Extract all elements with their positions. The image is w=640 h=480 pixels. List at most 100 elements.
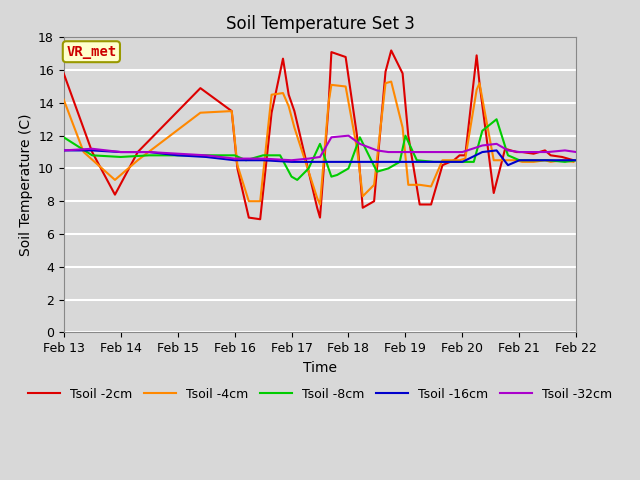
Tsoil -8cm [202,153,210,158]
Tsoil -4cm [547,159,554,165]
Tsoil -2cm [291,108,298,114]
Tsoil -2cm [228,108,236,114]
Tsoil -2cm [501,146,509,152]
Tsoil -32cm [288,157,296,163]
Legend: Tsoil -2cm, Tsoil -4cm, Tsoil -8cm, Tsoil -16cm, Tsoil -32cm: Tsoil -2cm, Tsoil -4cm, Tsoil -8cm, Tsoi… [23,383,617,406]
Tsoil -32cm [373,147,381,153]
Tsoil -32cm [305,156,312,161]
Tsoil -8cm [88,153,96,158]
Tsoil -32cm [117,149,125,155]
Tsoil -2cm [196,85,204,91]
Tsoil -4cm [314,195,321,201]
Tsoil -4cm [530,159,538,165]
Tsoil -16cm [231,157,239,163]
Tsoil -4cm [328,82,335,88]
Tsoil -32cm [344,133,352,139]
Tsoil -2cm [387,48,395,53]
Tsoil -4cm [268,92,275,97]
Tsoil -2cm [342,54,349,60]
Tsoil -4cm [501,157,509,163]
Tsoil -4cm [291,125,298,131]
Tsoil -2cm [285,92,292,97]
Tsoil -8cm [447,159,455,165]
Tsoil -2cm [371,198,378,204]
Tsoil -32cm [385,149,392,155]
Tsoil -16cm [504,162,512,168]
Tsoil -2cm [268,110,275,116]
Tsoil -32cm [493,141,500,147]
Tsoil -16cm [572,157,580,163]
Tsoil -8cm [242,157,250,163]
Tsoil -2cm [416,202,424,207]
Line: Tsoil -32cm: Tsoil -32cm [64,136,576,160]
Tsoil -8cm [527,157,534,163]
Tsoil -16cm [117,149,125,155]
Tsoil -8cm [174,153,182,158]
Tsoil -4cm [196,110,204,116]
Tsoil -4cm [541,157,549,163]
Tsoil -4cm [316,202,324,207]
Tsoil -8cm [356,134,364,140]
Tsoil -4cm [513,157,520,163]
Tsoil -16cm [479,149,486,155]
Tsoil -8cm [276,153,284,158]
Tsoil -8cm [385,166,392,171]
Tsoil -4cm [228,108,236,114]
Tsoil -32cm [88,146,96,152]
Line: Tsoil -8cm: Tsoil -8cm [64,119,576,180]
Tsoil -32cm [328,134,335,140]
Tsoil -8cm [316,141,324,147]
Tsoil -8cm [344,166,352,171]
Tsoil -16cm [561,157,569,163]
Tsoil -32cm [479,143,486,148]
Tsoil -2cm [234,166,241,171]
Tsoil -8cm [458,159,466,165]
Tsoil -4cm [456,157,463,163]
Tsoil -8cm [328,174,335,180]
Line: Tsoil -16cm: Tsoil -16cm [64,150,576,165]
Tsoil -8cm [572,157,580,163]
Tsoil -2cm [438,162,446,168]
Line: Tsoil -2cm: Tsoil -2cm [64,50,573,219]
Tsoil -4cm [381,80,389,86]
Tsoil -2cm [257,216,264,222]
Tsoil -4cm [353,146,361,152]
Tsoil -16cm [373,159,381,165]
Tsoil -8cm [373,169,381,175]
Tsoil -8cm [493,116,500,122]
Tsoil -4cm [558,157,566,163]
Tsoil -8cm [117,154,125,160]
Tsoil -4cm [476,80,483,86]
Tsoil -8cm [145,153,153,158]
Tsoil -2cm [530,151,538,156]
Tsoil -2cm [490,190,497,196]
Tsoil -16cm [458,159,466,165]
Tsoil -2cm [547,153,554,158]
Tsoil -8cm [470,159,477,165]
Tsoil -32cm [458,149,466,155]
Tsoil -2cm [111,192,119,198]
Tsoil -2cm [279,56,287,61]
Tsoil -4cm [428,183,435,189]
Tsoil -4cm [60,97,68,103]
Tsoil -4cm [404,182,412,188]
Tsoil -2cm [324,103,332,109]
Tsoil -2cm [353,133,361,139]
Tsoil -4cm [490,157,497,163]
Tsoil -16cm [493,147,500,153]
Tsoil -32cm [316,154,324,160]
Tsoil -16cm [174,153,182,158]
Tsoil -4cm [473,87,481,93]
Tsoil -2cm [245,215,253,220]
Tsoil -2cm [558,154,566,160]
Tsoil -16cm [401,159,409,165]
Tsoil -2cm [461,153,469,158]
Tsoil -4cm [450,157,458,163]
Tsoil -16cm [316,159,324,165]
Tsoil -4cm [279,90,287,96]
Tsoil -32cm [356,141,364,147]
Tsoil -2cm [518,149,526,155]
Tsoil -2cm [476,80,483,86]
Tsoil -4cm [234,162,241,168]
Tsoil -2cm [134,149,141,155]
